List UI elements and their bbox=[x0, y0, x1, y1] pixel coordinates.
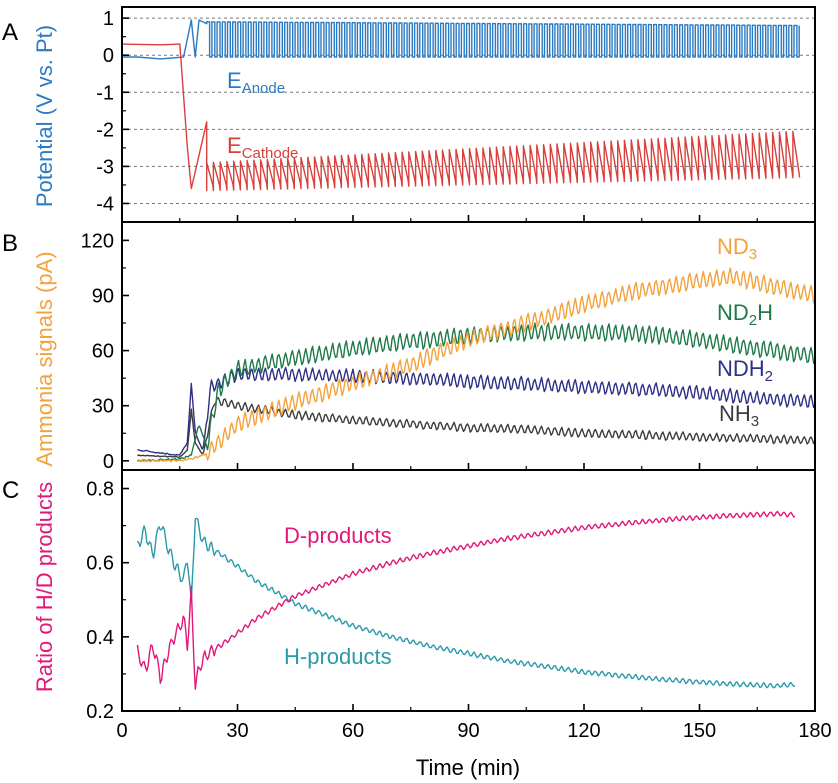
panel-c-ytick-label: 0.4 bbox=[86, 627, 114, 649]
series-e-cathode bbox=[121, 43, 801, 192]
xtick-label: 0 bbox=[116, 720, 127, 742]
series-e-anode bbox=[122, 19, 800, 60]
data-series bbox=[121, 19, 815, 690]
label-e-anode-sub: Anode bbox=[242, 80, 285, 97]
label-ndh2-main: NDH bbox=[717, 356, 765, 381]
panel-a-ytick-label: 0 bbox=[103, 45, 114, 67]
panel-b-ytick-label: 60 bbox=[92, 341, 114, 363]
label-e-cathode: ECathode bbox=[227, 133, 298, 162]
label-nd3: ND3 bbox=[717, 234, 757, 263]
panel-a-ytick-label: -1 bbox=[96, 82, 114, 104]
label-nd2h: ND2H bbox=[717, 300, 773, 329]
panel-a-ytick-label: -3 bbox=[96, 156, 114, 178]
xtick-label: 180 bbox=[798, 720, 831, 742]
panel-b-ylabel: Ammonia signals (pA) bbox=[32, 251, 57, 466]
panel-letter-c: C bbox=[2, 477, 19, 504]
x-axis-label: Time (min) bbox=[416, 755, 520, 780]
xtick-label: 120 bbox=[567, 720, 600, 742]
xtick-label: 90 bbox=[457, 720, 479, 742]
label-nd2h-main: ND bbox=[717, 300, 749, 325]
series-ndh2 bbox=[137, 366, 815, 456]
panel-c-ytick-label: 0.8 bbox=[86, 479, 114, 501]
panel-a-ytick-label: 1 bbox=[103, 8, 114, 30]
panel-a-ytick-label: -4 bbox=[96, 193, 114, 215]
panel-a-ytick-label: -2 bbox=[96, 119, 114, 141]
label-nd2h-tail: H bbox=[757, 300, 773, 325]
panel-c-ylabel: Ratio of H/D products bbox=[32, 482, 57, 692]
label-nh3: NH3 bbox=[719, 401, 759, 430]
panel-letter-b: B bbox=[2, 230, 18, 257]
label-e-anode: EAnode bbox=[227, 68, 285, 97]
series-nh3 bbox=[137, 396, 815, 458]
label-d-products: D-products bbox=[284, 523, 392, 548]
label-e-cathode-main: E bbox=[227, 133, 242, 158]
panel-c-frame bbox=[121, 469, 816, 712]
label-ndh2-sub: 2 bbox=[765, 368, 773, 385]
panel-c-ytick-label: 0.6 bbox=[86, 553, 114, 575]
label-ndh2: NDH2 bbox=[717, 356, 773, 385]
panel-b-ytick-label: 90 bbox=[92, 285, 114, 307]
panel-a-ylabel: Potential (V vs. Pt) bbox=[32, 25, 57, 207]
label-h-products: H-products bbox=[284, 644, 392, 669]
label-nd3-main: ND bbox=[717, 234, 749, 259]
label-nh3-main: NH bbox=[719, 401, 751, 426]
series-nd3 bbox=[137, 267, 815, 463]
label-nd3-sub: 3 bbox=[749, 246, 757, 263]
label-nh3-sub: 3 bbox=[751, 413, 759, 430]
xtick-label: 60 bbox=[342, 720, 364, 742]
xtick-label: 150 bbox=[683, 720, 716, 742]
series-d-products bbox=[136, 510, 796, 690]
panel-c-ytick-label: 0.2 bbox=[86, 701, 114, 723]
panel-a-ylabel-part2: Pt) bbox=[32, 25, 57, 53]
series-h-products bbox=[136, 517, 796, 689]
label-nd2h-sub: 2 bbox=[749, 312, 757, 329]
xtick-label: 30 bbox=[226, 720, 248, 742]
label-e-cathode-sub: Cathode bbox=[242, 145, 299, 162]
panel-a-ylabel-part1: Potential (V vs. bbox=[32, 53, 57, 207]
panel-b-ytick-label: 0 bbox=[103, 451, 114, 473]
panel-letter-a: A bbox=[2, 19, 18, 46]
label-e-anode-main: E bbox=[227, 68, 242, 93]
panel-b-ytick-label: 120 bbox=[81, 230, 114, 252]
panel-b-ytick-label: 30 bbox=[92, 396, 114, 418]
